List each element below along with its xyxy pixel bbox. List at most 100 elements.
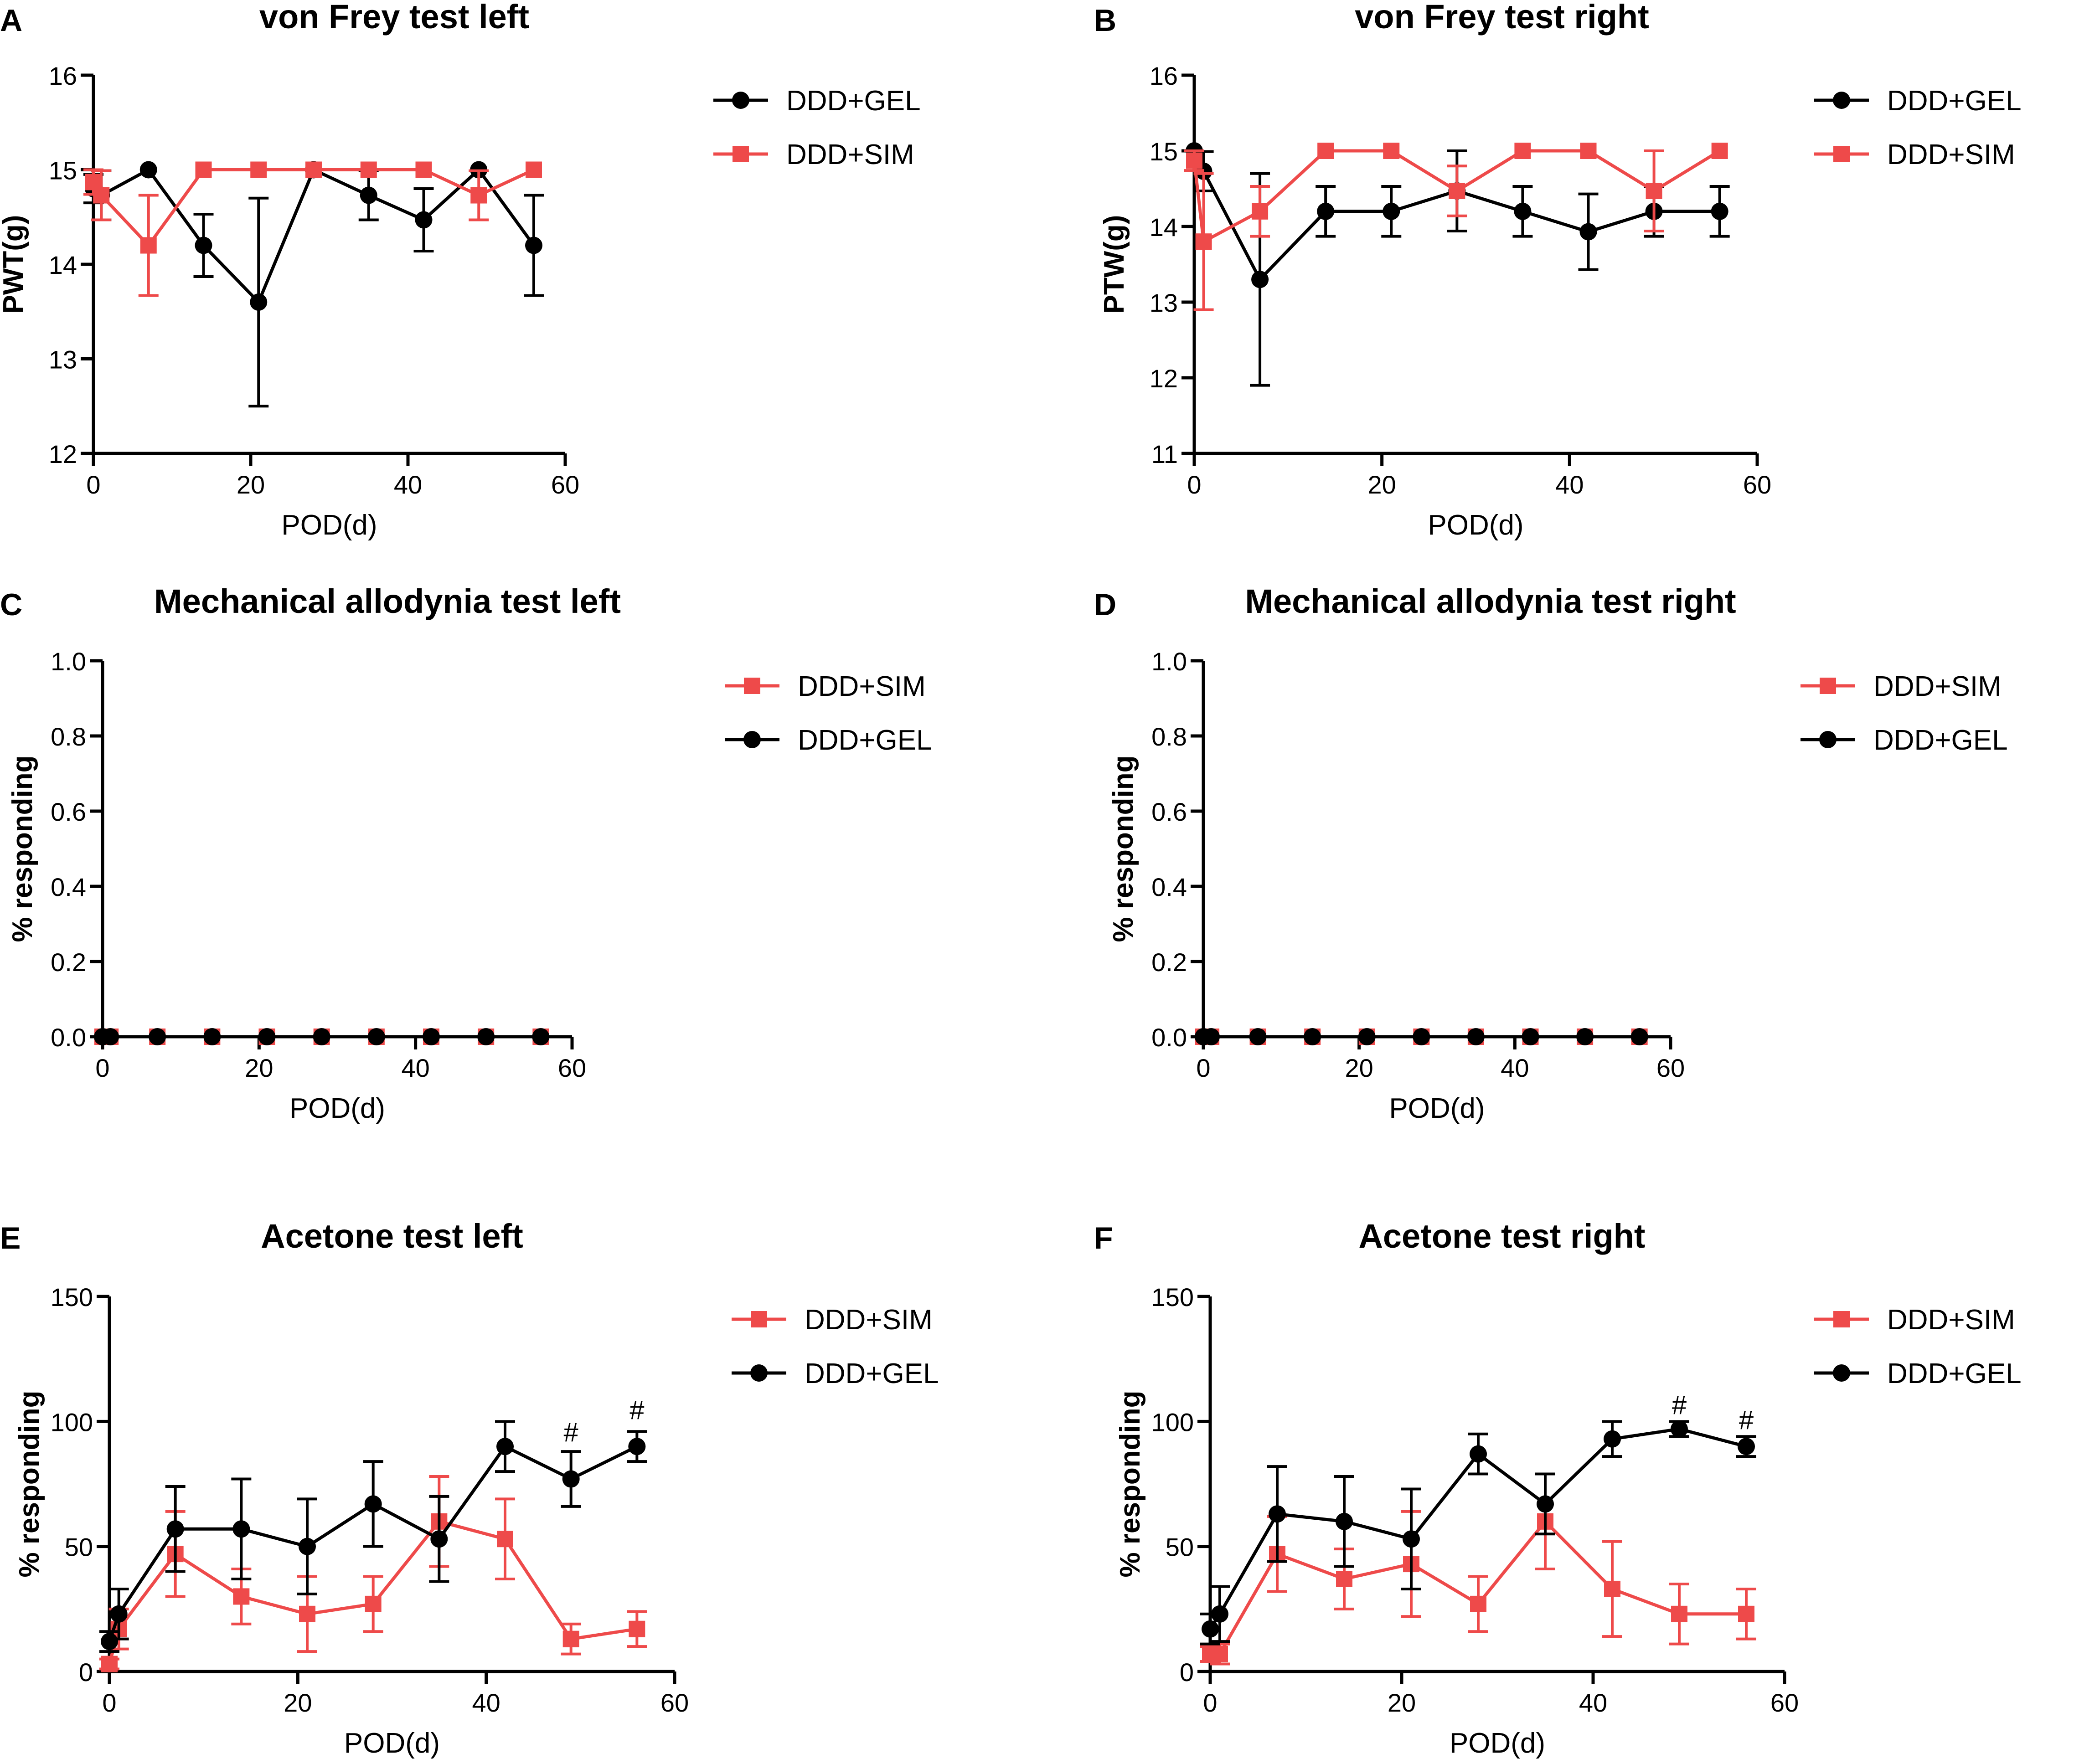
- data-point: [1711, 143, 1728, 159]
- legend-label: DDD+SIM: [1873, 671, 2002, 702]
- data-point: [299, 1538, 316, 1555]
- data-point: [1646, 182, 1662, 199]
- data-point: [299, 1605, 315, 1622]
- data-point: [1413, 1028, 1430, 1045]
- data-point: [1211, 1605, 1228, 1623]
- data-point: [250, 293, 268, 311]
- series-line: [92, 168, 535, 247]
- chart-title: Mechanical allodynia test left: [154, 582, 621, 620]
- series-ddd-gel: [99, 1420, 647, 1653]
- y-axis-label: % responding: [7, 756, 38, 942]
- legend-marker: [1833, 1311, 1850, 1327]
- significance-mark: #: [564, 1418, 578, 1447]
- series-line: [1192, 149, 1721, 243]
- y-tick-label: 150: [1151, 1283, 1194, 1311]
- data-point: [1467, 1028, 1485, 1045]
- data-point: [423, 1028, 440, 1045]
- data-point: [1304, 1028, 1321, 1045]
- legend-item: DDD+SIM: [1814, 139, 2015, 170]
- y-axis-label: % responding: [1108, 756, 1139, 942]
- y-tick-label: 0.6: [1151, 797, 1187, 826]
- y-tick-label: 12: [1150, 364, 1178, 393]
- x-tick-label: 0: [102, 1688, 116, 1717]
- x-tick-label: 0: [1196, 1054, 1210, 1082]
- data-point: [497, 1531, 513, 1548]
- y-tick-label: 15: [49, 156, 77, 185]
- data-point: [1671, 1605, 1687, 1622]
- data-point: [110, 1605, 128, 1623]
- series-line: [108, 1520, 637, 1665]
- data-point: [364, 1495, 382, 1513]
- legend-marker: [743, 731, 761, 748]
- data-point: [1711, 202, 1728, 220]
- y-tick-label: 12: [49, 440, 77, 468]
- data-point: [139, 161, 157, 179]
- legend-item: DDD+SIM: [732, 1304, 933, 1336]
- data-point: [430, 1530, 448, 1548]
- x-tick-label: 60: [1743, 470, 1771, 499]
- series-ddd-gel: [1195, 1028, 1648, 1045]
- data-point: [1449, 182, 1465, 199]
- legend-label: DDD+GEL: [1887, 1358, 2022, 1389]
- x-tick-label: 60: [558, 1054, 586, 1082]
- data-point: [526, 161, 542, 178]
- series-line: [1210, 1520, 1746, 1656]
- x-tick-label: 40: [1579, 1688, 1607, 1717]
- data-point: [1514, 143, 1531, 159]
- legend-item: DDD+GEL: [732, 1358, 939, 1389]
- legend-marker: [732, 92, 749, 109]
- data-point: [562, 1630, 579, 1647]
- data-point: [1249, 1028, 1267, 1045]
- panel-c: C Mechanical allodynia test left 0.0 0.2 0.4…: [0, 582, 932, 1124]
- data-point: [415, 161, 432, 178]
- legend-marker: [744, 678, 760, 694]
- legend-marker: [751, 1311, 767, 1327]
- data-point: [360, 186, 377, 204]
- legend-label: DDD+SIM: [1887, 139, 2015, 170]
- data-point: [1336, 1512, 1353, 1530]
- legend-marker: [733, 146, 749, 162]
- y-tick-label: 16: [1150, 62, 1178, 90]
- x-tick-label: 20: [284, 1688, 312, 1717]
- y-tick-label: 0.8: [1151, 722, 1187, 751]
- data-point: [1604, 1580, 1620, 1597]
- data-point: [1212, 1646, 1228, 1662]
- legend-marker: [1820, 678, 1836, 694]
- y-tick-label: 0.0: [51, 1023, 86, 1052]
- y-tick-label: 50: [1166, 1533, 1194, 1562]
- chart-title: Mechanical allodynia test right: [1245, 582, 1736, 620]
- data-point: [1202, 1620, 1219, 1638]
- series-ddd-sim: [1184, 143, 1728, 311]
- legend-marker: [750, 1364, 768, 1382]
- series-line: [108, 1445, 638, 1642]
- data-point: [1251, 271, 1269, 288]
- data-point: [1604, 1430, 1621, 1448]
- data-point: [250, 161, 267, 178]
- data-point: [101, 1633, 118, 1651]
- data-point: [629, 1620, 645, 1637]
- data-point: [1738, 1605, 1754, 1622]
- x-tick-label: 40: [394, 470, 422, 499]
- x-tick-label: 0: [95, 1054, 109, 1082]
- data-point: [1576, 1028, 1594, 1045]
- data-point: [1202, 1028, 1220, 1045]
- data-point: [203, 1028, 221, 1045]
- legend-item: DDD+GEL: [1814, 85, 2022, 117]
- legend-item: DDD+SIM: [1801, 671, 2002, 702]
- legend-label: DDD+SIM: [798, 671, 926, 702]
- y-tick-label: 11: [1151, 440, 1178, 468]
- panel-letter: E: [0, 1221, 21, 1255]
- series-ddd-gel: [1200, 1420, 1756, 1646]
- y-tick-label: 1.0: [51, 647, 86, 676]
- data-point: [313, 1028, 330, 1045]
- data-point: [1580, 143, 1597, 159]
- data-point: [195, 161, 212, 178]
- legend-item: DDD+SIM: [725, 671, 926, 702]
- significance-mark: #: [1739, 1405, 1754, 1435]
- y-tick-label: 0: [79, 1658, 93, 1687]
- data-point: [140, 237, 157, 254]
- data-point: [149, 1028, 166, 1045]
